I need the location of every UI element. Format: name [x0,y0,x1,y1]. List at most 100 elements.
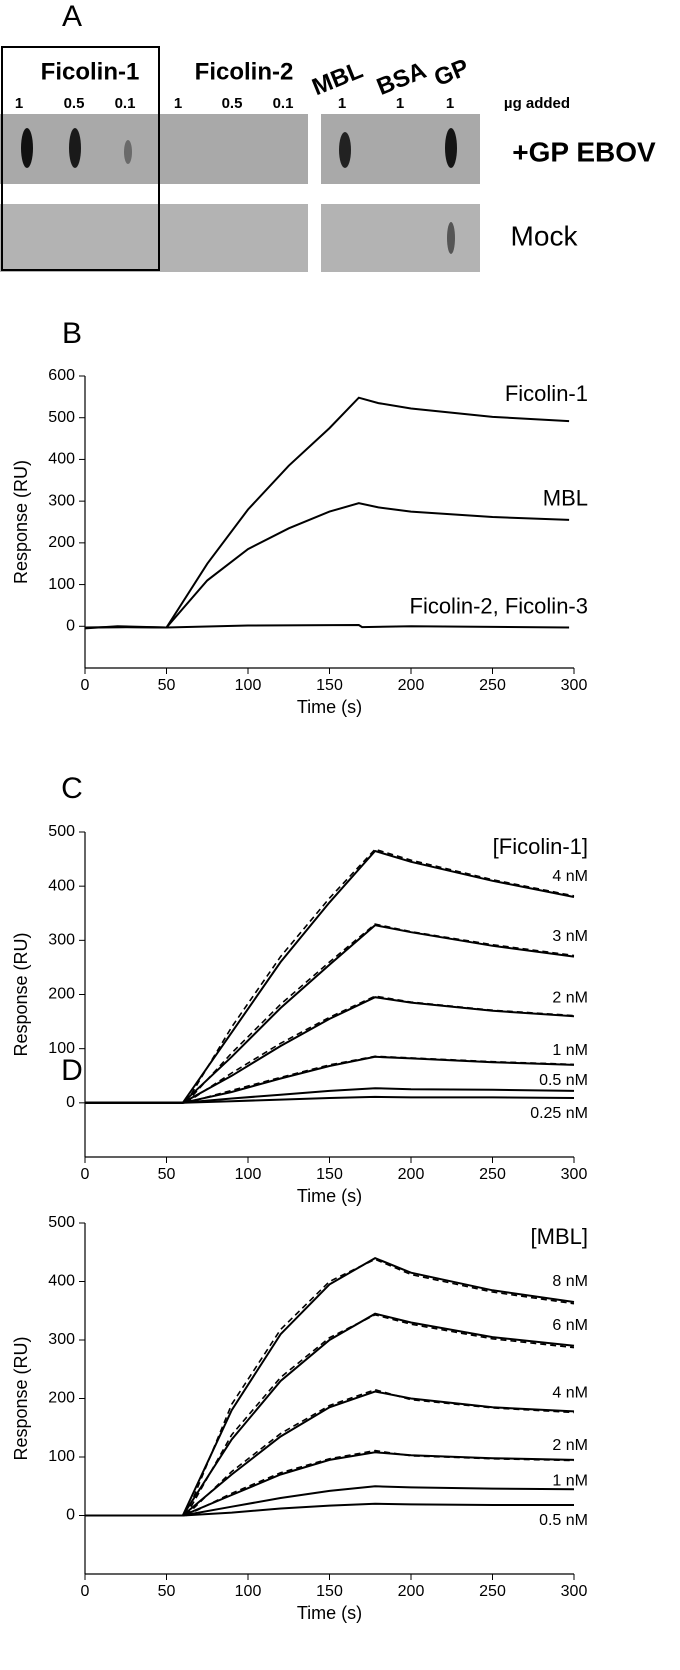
highlight-box [1,46,160,271]
y-tick-label: 200 [48,534,75,551]
y-axis-label: Response (RU) [11,460,31,584]
x-tick-label: 250 [479,677,506,694]
fit-line [185,1313,575,1516]
panel-label: A [62,0,82,33]
row-label: Mock [511,220,579,251]
y-tick-label: 0 [66,1094,75,1111]
annotation: [MBL] [531,1224,588,1249]
series-label: 4 nM [552,1385,588,1402]
x-tick-label: 300 [561,1166,588,1183]
x-tick-label: 100 [235,1166,262,1183]
series-line [84,623,570,630]
series-label: 3 nM [552,928,588,945]
band [339,132,351,168]
series-label: 8 nM [552,1273,588,1290]
annotation: [Ficolin-1] [493,834,588,859]
y-tick-label: 400 [48,877,75,894]
series-line [85,849,575,1104]
y-tick-label: 400 [48,451,75,468]
x-tick-label: 250 [479,1583,506,1600]
fit-line [185,1449,575,1517]
x-tick-label: 0 [81,677,90,694]
series-line [85,1095,575,1104]
band [21,128,33,168]
y-axis-label: Response (RU) [11,1336,31,1460]
y-tick-label: 200 [48,986,75,1003]
y-tick-label: 500 [48,1214,75,1231]
x-axis-label: Time (s) [297,1603,362,1623]
y-tick-label: 300 [48,492,75,509]
lane-label: 1 [174,95,182,112]
series-label: Ficolin-1 [505,381,588,406]
fit-line [185,1055,575,1104]
fit-line [185,1258,575,1516]
band [69,128,81,168]
lane-label: 0.1 [273,95,294,112]
x-tick-label: 150 [316,1583,343,1600]
x-tick-label: 200 [398,1583,425,1600]
lane-label: 0.5 [222,95,243,112]
x-tick-label: 150 [316,1166,343,1183]
band [124,140,132,164]
y-tick-label: 300 [48,1331,75,1348]
y-tick-label: 100 [48,1448,75,1465]
series-line [85,924,575,1104]
x-tick-label: 300 [561,1583,588,1600]
blot [0,204,308,272]
y-tick-label: 300 [48,932,75,949]
x-tick-label: 200 [398,677,425,694]
row-label: +GP EBOV [512,136,656,167]
blot [0,114,308,184]
series-line [85,1502,574,1517]
x-tick-label: 200 [398,1166,425,1183]
x-tick-label: 100 [235,677,262,694]
band [447,222,455,254]
series-line [85,1055,575,1104]
x-tick-label: 0 [81,1166,90,1183]
y-tick-label: 200 [48,1390,75,1407]
series-label: 4 nM [552,868,588,885]
series-label: 1 nM [552,1042,588,1059]
x-tick-label: 150 [316,677,343,694]
panel-label: D [61,1054,83,1087]
series-line [85,1256,575,1517]
series-line [85,1390,575,1517]
fit-line [185,995,575,1104]
series-label: Ficolin-2, Ficolin-3 [410,593,589,618]
group-label: Ficolin-1 [41,58,140,85]
fit-line [185,1388,575,1517]
lane-label: 1 [15,95,23,112]
x-axis-label: Time (s) [297,1186,362,1206]
series-label: 2 nM [552,1437,588,1454]
y-tick-label: 500 [48,823,75,840]
x-tick-label: 250 [479,1166,506,1183]
series-line [85,1312,575,1517]
series-label: 2 nM [552,989,588,1006]
series-label: 1 nM [552,1472,588,1489]
y-tick-label: 0 [66,618,75,635]
panel-label: C [61,772,83,805]
x-axis-label: Time (s) [297,697,362,717]
series-label: 0.5 nM [539,1072,588,1089]
series-label: 0.5 nM [539,1512,588,1529]
x-tick-label: 50 [158,1583,176,1600]
y-tick-label: 100 [48,576,75,593]
series-line [85,1485,575,1517]
panel-a: A Ficolin-1 Ficolin-2 MBL BSA GP 1 0.5 0… [0,0,656,272]
band [445,128,457,168]
series-label: MBL [543,486,588,511]
series-line [85,1087,575,1104]
x-tick-label: 50 [158,677,176,694]
group-label: Ficolin-2 [195,58,294,85]
y-axis-label: Response (RU) [11,932,31,1056]
lane-label: 1 [338,95,346,112]
series-label: 6 nM [552,1317,588,1334]
series-line [85,996,575,1104]
x-tick-label: 0 [81,1583,90,1600]
group-label: GP [430,54,472,92]
lane-label: 0.5 [64,95,85,112]
lane-label: 1 [446,95,454,112]
y-tick-label: 500 [48,409,75,426]
y-tick-label: 0 [66,1507,75,1524]
